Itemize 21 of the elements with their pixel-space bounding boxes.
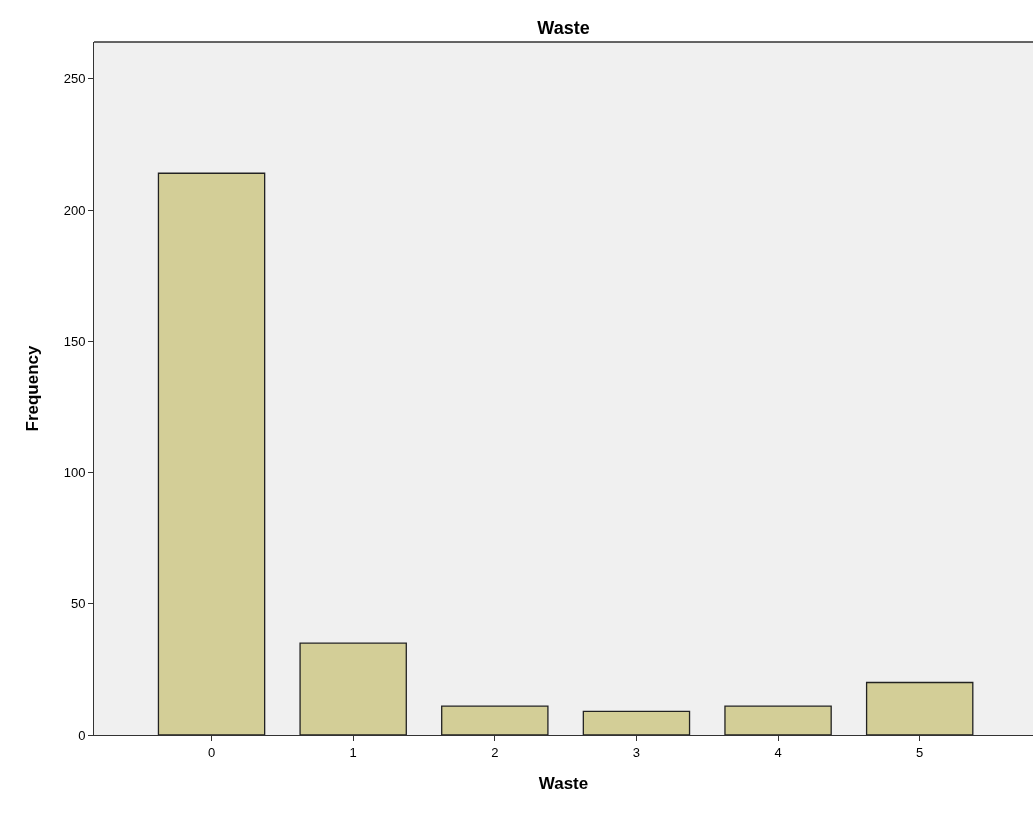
bar [441,705,549,735]
y-tick-label: 250 [63,71,86,87]
chart-title: Waste [537,18,590,39]
x-tick-label: 0 [207,744,216,760]
x-axis-title: Waste [538,774,589,793]
bar [299,642,407,735]
bar [724,705,832,735]
x-tick-label: 5 [916,744,924,760]
y-tick-label: 50 [70,596,86,612]
y-tick-label: 100 [63,465,86,481]
bar [582,710,691,735]
x-tick-label: 2 [491,744,499,760]
y-axis-title: Frequency [23,344,43,432]
x-tick-label: 4 [774,744,782,760]
x-tick-label: 3 [632,744,641,760]
x-tick-label: 1 [349,744,357,760]
y-tick-label: 200 [63,202,86,218]
y-tick-label: 150 [63,333,86,349]
y-tick-label: 0 [78,727,86,743]
bar [157,172,266,735]
bar [865,681,974,735]
